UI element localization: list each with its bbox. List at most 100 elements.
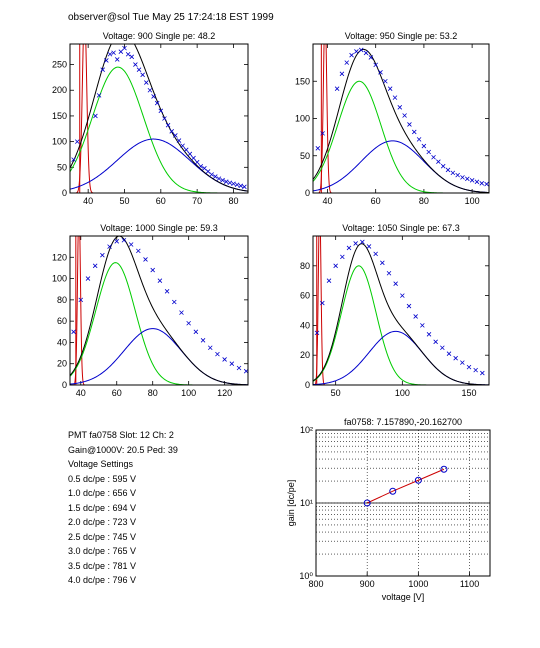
x-tick-label: 1100 xyxy=(460,579,479,589)
y-tick-label: 80 xyxy=(300,261,310,271)
data-point xyxy=(411,129,417,135)
double-pe-curve xyxy=(70,328,248,385)
data-point xyxy=(392,95,398,100)
setting-item: 1.5 dc/pe : 694 V xyxy=(68,502,137,513)
data-point xyxy=(78,297,84,303)
gain-point xyxy=(414,476,422,484)
data-point xyxy=(100,252,105,258)
histogram-panel: Voltage: 950 Single pe: 53.2 40 60 80 100 0 50… xyxy=(295,31,490,206)
double-pe-curve xyxy=(313,330,489,385)
data-point xyxy=(114,239,120,244)
data-point xyxy=(191,155,196,161)
data-point xyxy=(227,180,233,186)
data-point xyxy=(183,147,189,153)
x-tick-label: 900 xyxy=(360,579,375,589)
data-point xyxy=(397,105,403,110)
data-point xyxy=(121,237,127,243)
x-tick-label: 50 xyxy=(331,388,341,398)
data-point xyxy=(242,184,247,190)
y-axis-label: gain [dc/pe] xyxy=(286,480,296,527)
data-point xyxy=(74,139,80,144)
x-tick-label: 40 xyxy=(76,388,86,398)
plot-area xyxy=(313,44,489,193)
data-point xyxy=(173,133,178,138)
data-point xyxy=(373,62,378,68)
total-fit-curve xyxy=(313,243,489,385)
data-point xyxy=(207,345,213,351)
data-point xyxy=(465,176,470,182)
data-point xyxy=(387,86,393,91)
pedestal-curve xyxy=(71,236,87,385)
data-point xyxy=(455,172,460,178)
data-point xyxy=(421,143,427,149)
y-tick-label: 50 xyxy=(57,162,67,172)
data-point xyxy=(416,137,422,142)
data-point xyxy=(104,58,109,63)
data-point xyxy=(480,370,485,376)
x-tick-label: 800 xyxy=(308,579,323,589)
x-tick-label: 80 xyxy=(419,196,429,206)
y-tick-label: 250 xyxy=(52,60,67,70)
data-point xyxy=(220,177,225,183)
x-tick-label: 40 xyxy=(83,196,93,206)
data-point xyxy=(314,330,320,336)
gain-point xyxy=(363,499,371,507)
plot-area xyxy=(70,236,248,385)
y-tick-label: 40 xyxy=(57,337,67,347)
histogram-panel: Voltage: 1000 Single pe: 59.3 40 60 80 100 12… xyxy=(52,223,249,398)
data-point xyxy=(144,80,149,85)
data-point xyxy=(320,300,325,306)
data-point xyxy=(426,332,432,337)
data-point xyxy=(165,122,171,128)
data-point xyxy=(128,242,134,247)
info-panel: PMT fa0758 Slot: 12 Ch: 2 Gain@1000V: 20… xyxy=(68,428,178,588)
axes-frame xyxy=(312,43,490,194)
data-point xyxy=(164,289,170,294)
x-tick-label: 60 xyxy=(112,388,122,398)
settings-title: Voltage Settings xyxy=(68,459,134,469)
data-point xyxy=(193,329,199,335)
axes-frame xyxy=(315,429,491,577)
data-point xyxy=(373,251,378,257)
total-fit-curve xyxy=(70,44,248,192)
data-point xyxy=(358,47,364,53)
gain-point xyxy=(389,487,397,495)
pedestal-curve xyxy=(316,44,334,193)
data-point xyxy=(176,138,182,143)
data-point xyxy=(71,157,76,162)
data-point xyxy=(179,310,184,315)
data-point xyxy=(460,175,465,180)
data-point xyxy=(466,364,472,370)
data-point xyxy=(186,320,191,326)
data-point xyxy=(107,244,112,249)
data-point xyxy=(231,181,236,187)
data-point xyxy=(420,323,425,328)
panel-title: Voltage: 1050 Single pe: 67.3 xyxy=(342,223,460,233)
data-point xyxy=(158,108,164,114)
data-point xyxy=(209,172,214,177)
data-point xyxy=(133,62,138,67)
data-point xyxy=(407,122,412,127)
y-tick-label: 100 xyxy=(52,137,67,147)
data-point xyxy=(479,181,485,186)
data-point xyxy=(406,303,412,309)
data-point xyxy=(339,71,345,77)
data-point xyxy=(216,176,222,181)
data-point xyxy=(96,93,102,98)
data-point xyxy=(354,49,359,54)
gain-title: fa0758: 7.157890,-20.162700 xyxy=(344,417,462,427)
data-point xyxy=(320,131,325,136)
total-fit-curve xyxy=(70,236,248,385)
data-point xyxy=(333,263,338,269)
data-point xyxy=(440,345,445,351)
data-point xyxy=(393,281,398,286)
data-point xyxy=(383,78,388,84)
data-point xyxy=(445,167,451,173)
data-point xyxy=(436,159,441,164)
histogram-panel: Voltage: 900 Single pe: 48.2 40 50 60 70 80 0 5… xyxy=(52,31,249,206)
pedestal-curve xyxy=(73,44,96,193)
data-point xyxy=(136,248,141,254)
data-point xyxy=(215,351,220,357)
y-tick-label: 50 xyxy=(300,151,310,161)
